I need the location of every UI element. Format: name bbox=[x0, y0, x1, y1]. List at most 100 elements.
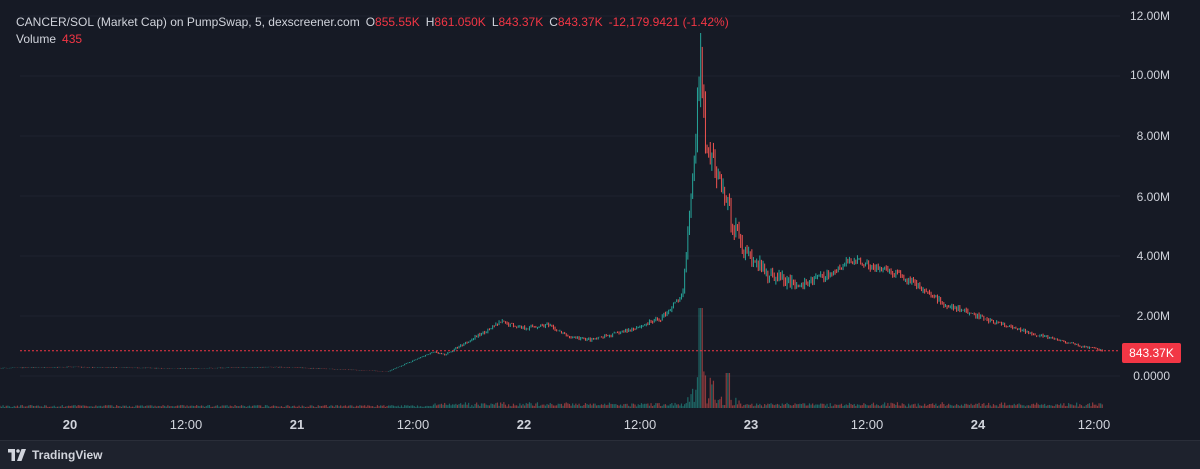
volume-bar bbox=[890, 402, 892, 408]
symbol-title[interactable]: CANCER/SOL (Market Cap) on PumpSwap, 5, … bbox=[16, 15, 360, 29]
volume-bar bbox=[32, 406, 35, 408]
tradingview-brand[interactable]: TradingView bbox=[8, 448, 102, 462]
volume-bar bbox=[744, 404, 747, 408]
volume-bar bbox=[719, 399, 721, 408]
volume-bar bbox=[928, 404, 931, 408]
volume-bar bbox=[708, 398, 710, 408]
volume-bar bbox=[700, 308, 702, 408]
high-key: H bbox=[425, 15, 435, 29]
volume-bar bbox=[423, 406, 425, 408]
volume-bar bbox=[759, 403, 761, 408]
grid-lines bbox=[20, 15, 1120, 377]
volume-bar bbox=[672, 405, 675, 408]
volume-bar bbox=[1036, 402, 1038, 408]
volume-bar bbox=[855, 405, 857, 408]
x-tick-label: 23 bbox=[743, 417, 759, 432]
volume-bar bbox=[940, 404, 942, 408]
volume-bar bbox=[730, 399, 732, 408]
volume-bar bbox=[525, 403, 527, 408]
volume-bar bbox=[650, 403, 652, 408]
volume-bar bbox=[815, 404, 817, 408]
volume-bar bbox=[447, 405, 449, 408]
volume-bar bbox=[50, 406, 52, 408]
volume-bar bbox=[292, 405, 294, 408]
volume-bar bbox=[410, 405, 412, 408]
volume-bar bbox=[901, 403, 903, 408]
volume-bar bbox=[794, 403, 796, 408]
volume-bar bbox=[919, 405, 921, 408]
volume-bar bbox=[213, 406, 215, 408]
volume-bar bbox=[722, 405, 724, 408]
volume-bar bbox=[48, 406, 51, 408]
volume-bar bbox=[509, 406, 511, 408]
volume-bar bbox=[188, 406, 190, 408]
volume-bar bbox=[84, 405, 86, 408]
volume-bar bbox=[348, 405, 350, 408]
volume-bar bbox=[740, 403, 742, 408]
volume-bar bbox=[532, 405, 534, 408]
volume-bar bbox=[986, 405, 988, 408]
volume-bar bbox=[250, 406, 252, 408]
volume-bar bbox=[1013, 403, 1015, 408]
volume-bar bbox=[1048, 404, 1051, 408]
volume-bar bbox=[552, 405, 555, 408]
volume-bar bbox=[34, 406, 36, 408]
volume-bar bbox=[117, 406, 119, 408]
volume-bar bbox=[95, 405, 97, 408]
volume-bar bbox=[69, 406, 71, 408]
volume-bar bbox=[975, 403, 977, 408]
volume-bar bbox=[888, 405, 891, 408]
volume-bar bbox=[125, 405, 127, 408]
volume-bar bbox=[516, 405, 518, 408]
volume-bar bbox=[831, 406, 833, 408]
volume-bar bbox=[936, 405, 939, 408]
volume-bar bbox=[784, 404, 787, 408]
volume-bar bbox=[562, 405, 564, 408]
volume-bar bbox=[330, 405, 332, 408]
close-value: 843.37K bbox=[557, 15, 603, 29]
volume-bar bbox=[338, 406, 340, 408]
volume-bar bbox=[191, 405, 193, 408]
volume-bar bbox=[181, 405, 183, 408]
volume-bar bbox=[960, 404, 963, 408]
volume-bar bbox=[98, 405, 100, 408]
volume-bar bbox=[908, 403, 910, 408]
volume-bar bbox=[373, 406, 375, 408]
volume-bar bbox=[869, 405, 871, 408]
volume-label[interactable]: Volume bbox=[16, 32, 57, 46]
volume-bar bbox=[431, 406, 433, 408]
volume-bar bbox=[404, 405, 406, 408]
volume-bar bbox=[967, 404, 969, 408]
price-chart[interactable] bbox=[0, 0, 1200, 441]
volume-bar bbox=[412, 405, 414, 408]
volume-bar bbox=[160, 406, 163, 408]
volume-bar bbox=[458, 404, 460, 408]
volume-bar bbox=[812, 403, 814, 408]
volume-bar bbox=[207, 405, 209, 408]
volume-bar bbox=[564, 403, 566, 408]
volume-bar bbox=[61, 405, 63, 408]
volume-bar bbox=[39, 406, 41, 408]
volume-bar bbox=[560, 403, 563, 408]
volume-bar bbox=[309, 405, 311, 408]
volume-bar bbox=[816, 404, 819, 408]
volume-bar bbox=[159, 406, 161, 408]
volume-bar bbox=[996, 405, 998, 408]
volume-bar bbox=[704, 375, 707, 408]
volume-bar bbox=[789, 405, 791, 408]
volume-bar bbox=[93, 406, 95, 408]
volume-bar bbox=[909, 405, 911, 408]
volume-bar bbox=[733, 405, 735, 408]
volume-bar bbox=[655, 403, 657, 408]
volume-bar bbox=[711, 384, 713, 408]
volume-bar bbox=[448, 403, 451, 408]
volume-bar bbox=[837, 404, 839, 408]
volume-bar bbox=[637, 404, 639, 408]
volume-bar bbox=[149, 405, 151, 408]
volume-bar bbox=[386, 406, 388, 408]
volume-bar bbox=[629, 406, 631, 408]
volume-bar bbox=[970, 403, 972, 408]
volume-bar bbox=[836, 404, 838, 408]
volume-bar bbox=[688, 401, 691, 408]
volume-bar bbox=[663, 404, 665, 408]
